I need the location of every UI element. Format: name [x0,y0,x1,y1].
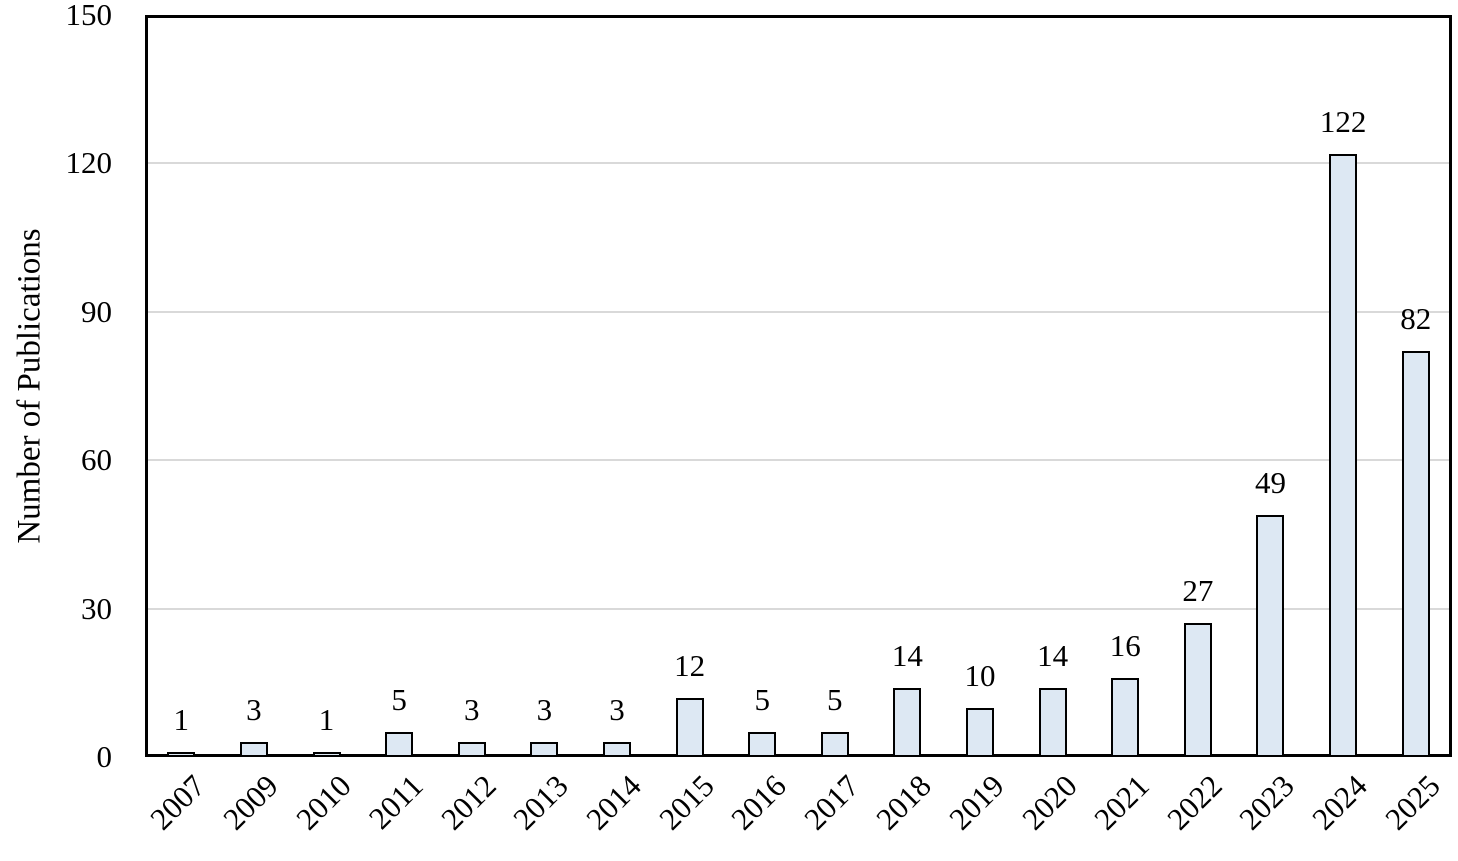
x-tick-label-2011: 2011 [362,768,430,836]
bar-value-label-2009: 3 [246,692,262,727]
x-tick-label-2009: 2009 [216,768,285,837]
bar-value-label-2019: 10 [964,658,996,693]
bar-value-label-2018: 14 [891,638,923,673]
x-tick-label-2018: 2018 [869,768,939,837]
y-tick-label-150: 150 [65,0,113,32]
bar-value-label-2014: 3 [609,692,625,727]
bar-2022 [1183,623,1212,757]
y-tick-label-0: 0 [96,739,113,774]
x-tick-label-2014: 2014 [579,768,648,837]
bar-value-label-2016: 5 [754,682,770,717]
x-tick-label-2012: 2012 [433,768,503,837]
x-tick-label-2013: 2013 [506,768,576,837]
y-tick-label-120: 120 [65,145,113,181]
bar-2009 [239,742,268,757]
bar-2018 [893,688,922,757]
bar-2019 [966,708,995,757]
bar-2014 [602,742,631,757]
bar-2012 [457,742,486,757]
x-tick-label-2019: 2019 [942,768,1011,837]
bar-value-label-2013: 3 [536,692,553,727]
bar-2015 [675,698,704,757]
gridline-y-60 [148,459,1449,462]
x-tick-label-2010: 2010 [288,768,358,837]
bar-value-label-2021: 16 [1109,628,1141,663]
bar-2025 [1401,351,1430,757]
bar-2011 [385,732,414,757]
bar-value-label-2017: 5 [827,682,843,717]
x-tick-label-2017: 2017 [796,768,866,837]
x-tick-label-2020: 2020 [1014,768,1084,837]
bar-2023 [1256,515,1285,757]
gridline-y-120 [148,162,1449,165]
x-tick-label-2024: 2024 [1305,768,1374,837]
x-tick-label-2007: 2007 [143,768,213,837]
bar-value-label-2023: 49 [1254,465,1286,500]
bar-value-label-2007: 1 [173,702,190,737]
x-tick-label-2025: 2025 [1377,768,1447,837]
bar-2024 [1329,154,1358,757]
bar-2021 [1111,678,1140,757]
bar-2010 [312,752,341,757]
x-tick-label-2016: 2016 [724,768,793,837]
x-tick-label-2021: 2021 [1087,768,1156,837]
bar-value-label-2022: 27 [1182,573,1214,608]
y-tick-label-30: 30 [81,590,112,626]
bar-value-label-2010: 1 [318,702,335,737]
bar-value-label-2024: 122 [1319,104,1367,139]
x-tick-label-2022: 2022 [1160,768,1229,837]
bar-2020 [1038,688,1067,757]
bar-2017 [820,732,849,757]
bar-2013 [530,742,559,757]
x-tick-label-2023: 2023 [1232,768,1302,837]
bar-value-label-2011: 5 [391,682,407,717]
bar-value-label-2015: 12 [674,648,706,683]
bar-2007 [167,752,196,757]
y-axis-title: Number of Publications [11,228,48,544]
gridline-y-90 [148,310,1449,313]
y-tick-label-90: 90 [81,293,112,329]
bar-value-label-2025: 82 [1400,301,1432,336]
bar-value-label-2020: 14 [1037,638,1069,673]
y-tick-label-60: 60 [81,442,112,478]
x-tick-label-2015: 2015 [651,768,721,837]
plot-area [145,15,1452,757]
bar-value-label-2012: 3 [464,692,480,727]
gridline-y-30 [148,607,1449,610]
bar-2016 [748,732,777,757]
